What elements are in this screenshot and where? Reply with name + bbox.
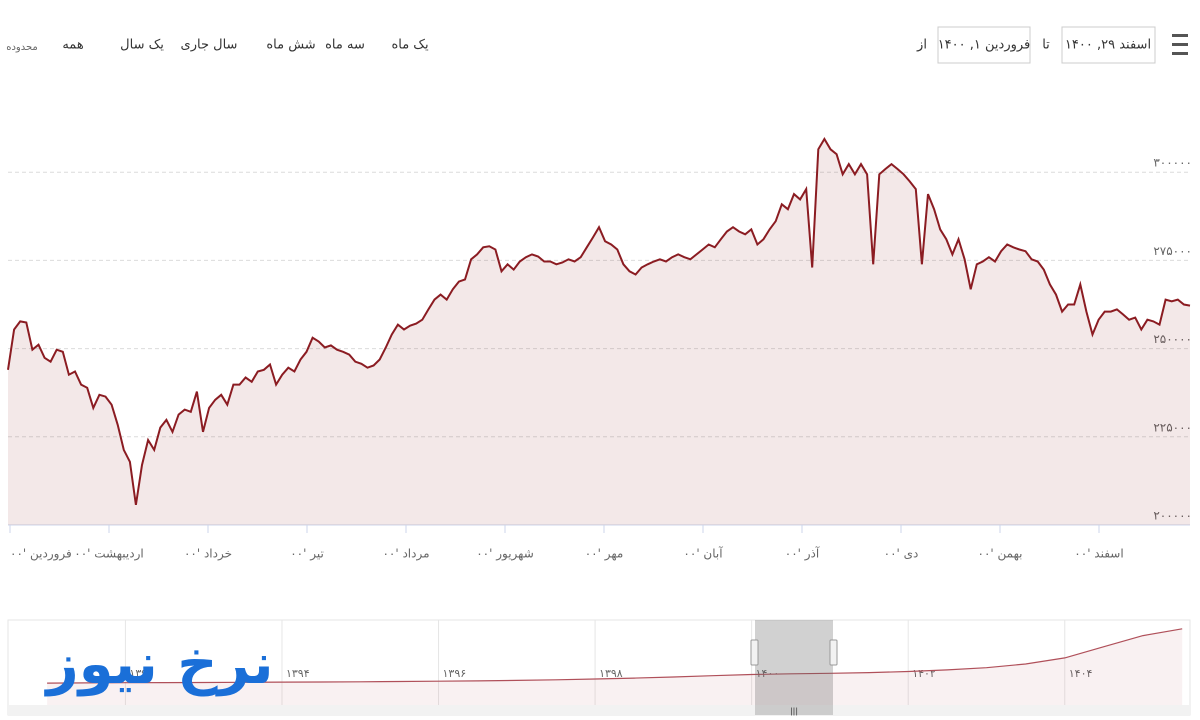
x-tick-label: مرداد '۰۰ <box>382 547 429 562</box>
from-label: از <box>916 38 927 53</box>
to-date: اسفند ۲۹, ۱۴۰۰ <box>1065 38 1151 53</box>
x-tick-label: اردیبهشت '۰۰ <box>74 547 143 562</box>
navigator-tick-label: ۱۴۰۰ <box>756 667 780 680</box>
navigator-tick-label: ۱۴۰۴ <box>1069 667 1093 680</box>
x-tick-label: اسفند '۰۰ <box>1074 547 1123 561</box>
menu-bar <box>1172 43 1188 46</box>
to-input[interactable] <box>1061 26 1156 64</box>
from-input[interactable] <box>937 26 1031 64</box>
navigator-handle[interactable] <box>750 639 759 666</box>
menu-bar <box>1172 52 1188 55</box>
navigator-selection[interactable] <box>755 620 833 705</box>
x-tick-label: شهریور '۰۰ <box>476 547 534 562</box>
menu-bar <box>1172 34 1188 37</box>
navigator: ۱۳۹۲۱۳۹۴۱۳۹۶۱۳۹۸۱۴۰۰۱۴۰۲۱۴۰۴ <box>47 620 1183 705</box>
range-button[interactable]: یک سال <box>120 38 164 53</box>
range-button[interactable]: یک ماه <box>391 38 429 53</box>
x-tick-label: فروردین '۰۰ <box>10 547 72 562</box>
y-tick-label: ۲۰۰۰۰۰ <box>1153 509 1192 523</box>
navigator-area <box>47 628 1183 705</box>
x-tick-label: خرداد '۰۰ <box>184 547 232 562</box>
y-tick-label: ۳۰۰۰۰۰ <box>1153 156 1192 170</box>
range-label: محدوده <box>6 42 38 53</box>
x-tick-label: بهمن '۰۰ <box>978 547 1023 562</box>
line <box>7 137 1191 506</box>
range-button[interactable]: سه ماه <box>325 38 365 53</box>
navigator-tick-label: ۱۳۹۲ <box>129 667 153 680</box>
scrollbar-thumb[interactable] <box>755 705 833 715</box>
range-button[interactable]: سال جاری <box>181 38 238 53</box>
logo: نرخ نیوز <box>44 632 274 697</box>
y-tick-label: ۲۷۵۰۰۰ <box>1153 244 1192 258</box>
x-tick-label: آبان '۰۰ <box>683 546 723 561</box>
navigator-tick-label: ۱۳۹۴ <box>286 667 310 680</box>
x-tick-label: تیر '۰۰ <box>290 547 324 562</box>
from-date: فروردین ۱, ۱۴۰۰ <box>938 38 1031 53</box>
x-tick-label: دی '۰۰ <box>884 547 919 561</box>
y-tick-label: ۲۲۵۰۰۰ <box>1153 420 1192 434</box>
range-button[interactable]: همه <box>62 38 83 53</box>
navigator-handle[interactable] <box>829 639 838 666</box>
to-label: تا <box>1042 38 1050 53</box>
area <box>8 139 1190 525</box>
y-tick-label: ۲۵۰۰۰۰ <box>1153 332 1192 346</box>
scrollbar-grip: ||| <box>790 707 798 716</box>
scrollbar-track[interactable] <box>8 705 1190 715</box>
navigator-tick-label: ۱۳۹۸ <box>599 667 623 680</box>
navigator-tick-label: ۱۳۹۶ <box>443 667 467 680</box>
x-tick-label: مهر '۰۰ <box>585 547 624 562</box>
main-plot: ۲۰۰۰۰۰ ۲۲۵۰۰۰ ۲۵۰۰۰۰ ۲۷۵۰۰۰ ۳۰۰۰۰۰ فروردین '۰… <box>7 137 1192 562</box>
navigator-line <box>47 628 1183 684</box>
x-tick-label: آذر '۰۰ <box>785 546 820 562</box>
menu-button[interactable] <box>1172 34 1188 55</box>
range-button[interactable]: شش ماه <box>266 38 315 53</box>
